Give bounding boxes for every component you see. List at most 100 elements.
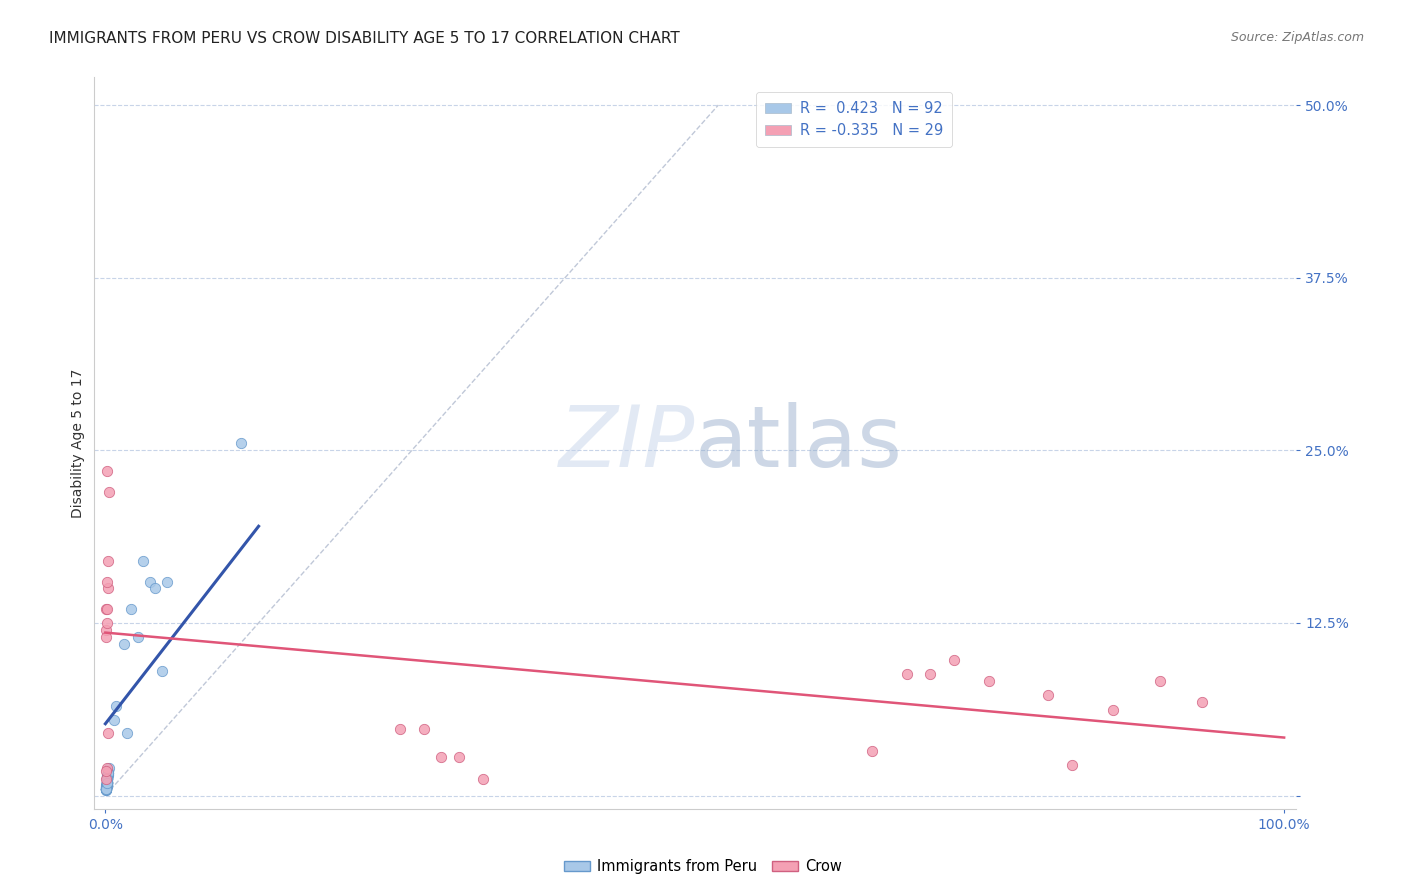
Point — [96, 781, 118, 796]
Point — [389, 723, 412, 737]
Point — [96, 781, 118, 796]
Point — [97, 761, 120, 775]
Point — [96, 602, 118, 616]
Point — [96, 772, 118, 786]
Point — [96, 780, 118, 795]
Point — [115, 726, 138, 740]
Point — [104, 698, 127, 713]
Point — [132, 554, 155, 568]
Point — [97, 766, 120, 780]
Text: IMMIGRANTS FROM PERU VS CROW DISABILITY AGE 5 TO 17 CORRELATION CHART: IMMIGRANTS FROM PERU VS CROW DISABILITY … — [49, 31, 681, 46]
Point — [96, 774, 118, 789]
Point — [127, 630, 149, 644]
Point — [96, 769, 118, 783]
Point — [96, 778, 118, 792]
Point — [96, 774, 118, 789]
Point — [96, 781, 118, 796]
Text: ZIP: ZIP — [558, 402, 695, 485]
Point — [96, 776, 118, 790]
Point — [943, 653, 966, 667]
Point — [96, 781, 118, 796]
Point — [96, 781, 118, 796]
Point — [96, 776, 118, 790]
Point — [139, 574, 162, 589]
Point — [96, 778, 118, 792]
Point — [96, 780, 118, 795]
Point — [920, 667, 942, 681]
Point — [96, 783, 118, 797]
Point — [96, 771, 118, 785]
Point — [96, 771, 118, 785]
Point — [96, 602, 118, 616]
Point — [96, 776, 118, 790]
Point — [97, 768, 120, 782]
Point — [96, 574, 118, 589]
Point — [430, 750, 453, 764]
Point — [96, 776, 118, 790]
Point — [96, 781, 118, 796]
Point — [96, 761, 118, 775]
Point — [96, 781, 118, 796]
Point — [229, 436, 252, 450]
Point — [896, 667, 918, 681]
Point — [1060, 758, 1083, 772]
Y-axis label: Disability Age 5 to 17: Disability Age 5 to 17 — [72, 368, 86, 518]
Point — [96, 771, 118, 785]
Point — [96, 772, 118, 786]
Point — [94, 780, 117, 795]
Point — [96, 778, 118, 792]
Point — [96, 781, 118, 796]
Point — [96, 774, 118, 789]
Point — [97, 768, 120, 782]
Point — [96, 630, 118, 644]
Point — [96, 768, 118, 782]
Point — [97, 582, 120, 596]
Point — [96, 776, 118, 790]
Point — [97, 766, 120, 780]
Point — [96, 772, 118, 786]
Point — [96, 772, 118, 786]
Point — [96, 778, 118, 792]
Point — [96, 774, 118, 789]
Point — [96, 772, 118, 786]
Point — [97, 554, 120, 568]
Point — [97, 484, 120, 499]
Point — [96, 776, 118, 790]
Point — [97, 726, 120, 740]
Point — [96, 778, 118, 792]
Point — [97, 766, 120, 780]
Point — [97, 764, 120, 778]
Point — [96, 464, 118, 478]
Text: Source: ZipAtlas.com: Source: ZipAtlas.com — [1230, 31, 1364, 45]
Point — [96, 772, 118, 786]
Point — [97, 766, 120, 780]
Point — [412, 723, 434, 737]
Point — [96, 781, 118, 796]
Point — [96, 776, 118, 790]
Point — [96, 764, 118, 778]
Legend: R =  0.423   N = 92, R = -0.335   N = 29: R = 0.423 N = 92, R = -0.335 N = 29 — [756, 92, 952, 147]
Point — [156, 574, 179, 589]
Point — [96, 780, 118, 795]
Point — [103, 713, 125, 727]
Point — [96, 783, 118, 797]
Point — [1038, 688, 1060, 702]
Legend: Immigrants from Peru, Crow: Immigrants from Peru, Crow — [558, 854, 848, 880]
Point — [96, 772, 118, 786]
Point — [96, 771, 118, 785]
Point — [447, 750, 470, 764]
Text: atlas: atlas — [695, 402, 903, 485]
Point — [120, 602, 142, 616]
Point — [96, 781, 118, 796]
Point — [1102, 703, 1125, 717]
Point — [96, 776, 118, 790]
Point — [96, 781, 118, 796]
Point — [96, 781, 118, 796]
Point — [1191, 695, 1213, 709]
Point — [96, 776, 118, 790]
Point — [96, 781, 118, 796]
Point — [96, 781, 118, 796]
Point — [96, 781, 118, 796]
Point — [96, 615, 118, 630]
Point — [112, 637, 135, 651]
